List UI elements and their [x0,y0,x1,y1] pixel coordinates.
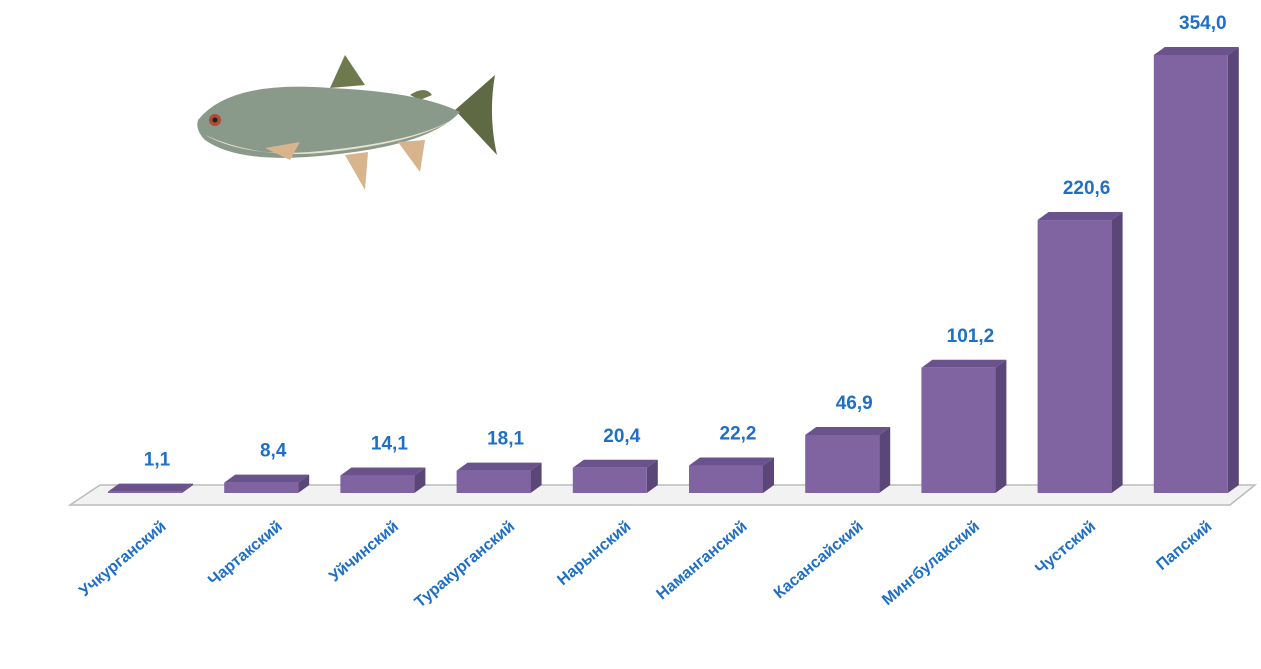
bar-group [224,474,310,493]
bar-group [572,459,658,493]
x-tick-label: Мингбулакский [879,518,983,609]
bar-group [108,483,193,493]
bar-top [224,474,310,483]
bar [1037,220,1112,493]
bar-top [572,459,658,468]
bar-group [921,359,1007,493]
bar [456,470,531,493]
value-label: 18,1 [487,429,524,450]
bar-group [1153,47,1239,493]
x-tick-label: Папский [1153,518,1215,574]
bar-top [805,426,891,435]
x-tick-label: Нарынский [554,518,634,589]
bar-side [414,467,426,493]
bar-side [995,359,1007,493]
bar-side [646,459,658,493]
bar-group [805,426,891,493]
bar-side [1111,212,1123,493]
bar [340,475,415,493]
value-label: 354,0 [1179,13,1227,34]
value-label: 46,9 [836,393,873,414]
bar-top [340,467,426,476]
bar-top [1037,212,1123,221]
bar-group [340,467,426,493]
value-label: 1,1 [144,450,171,471]
x-tick-label: Туракурганский [412,518,519,611]
bar [805,434,880,493]
bar [224,482,299,493]
x-tick-label: Чустский [1032,518,1099,578]
bar-side [763,457,774,493]
x-tick-label: Учкурганский [76,518,169,600]
bar-side [1227,47,1239,493]
bar [689,465,763,493]
bar-group [456,462,542,493]
bar-side [879,426,891,493]
bar-side [182,483,193,493]
bar-top [1153,47,1239,55]
bar-top [921,359,1007,368]
bar-group [689,457,774,493]
bar [572,467,647,493]
value-label: 101,2 [947,326,995,347]
bar-side [530,462,542,493]
value-label: 22,2 [720,424,757,445]
bar-top [456,462,542,471]
bar [108,491,182,493]
bar-side [298,474,310,493]
bar-top [108,483,193,492]
x-tick-label: Чартакский [205,518,285,589]
value-label: 14,1 [371,434,408,455]
bar-top [689,457,774,466]
bar [1153,55,1228,493]
bar-group [1037,212,1123,493]
fish-illustration [197,55,497,190]
x-tick-label: Касансайский [771,518,867,602]
x-tick-label: Наманганский [653,518,750,603]
value-label: 220,6 [1063,178,1111,199]
x-tick-label: Уйчинский [326,518,402,585]
value-label: 8,4 [260,441,287,462]
bar [921,367,996,493]
value-label: 20,4 [603,426,640,447]
